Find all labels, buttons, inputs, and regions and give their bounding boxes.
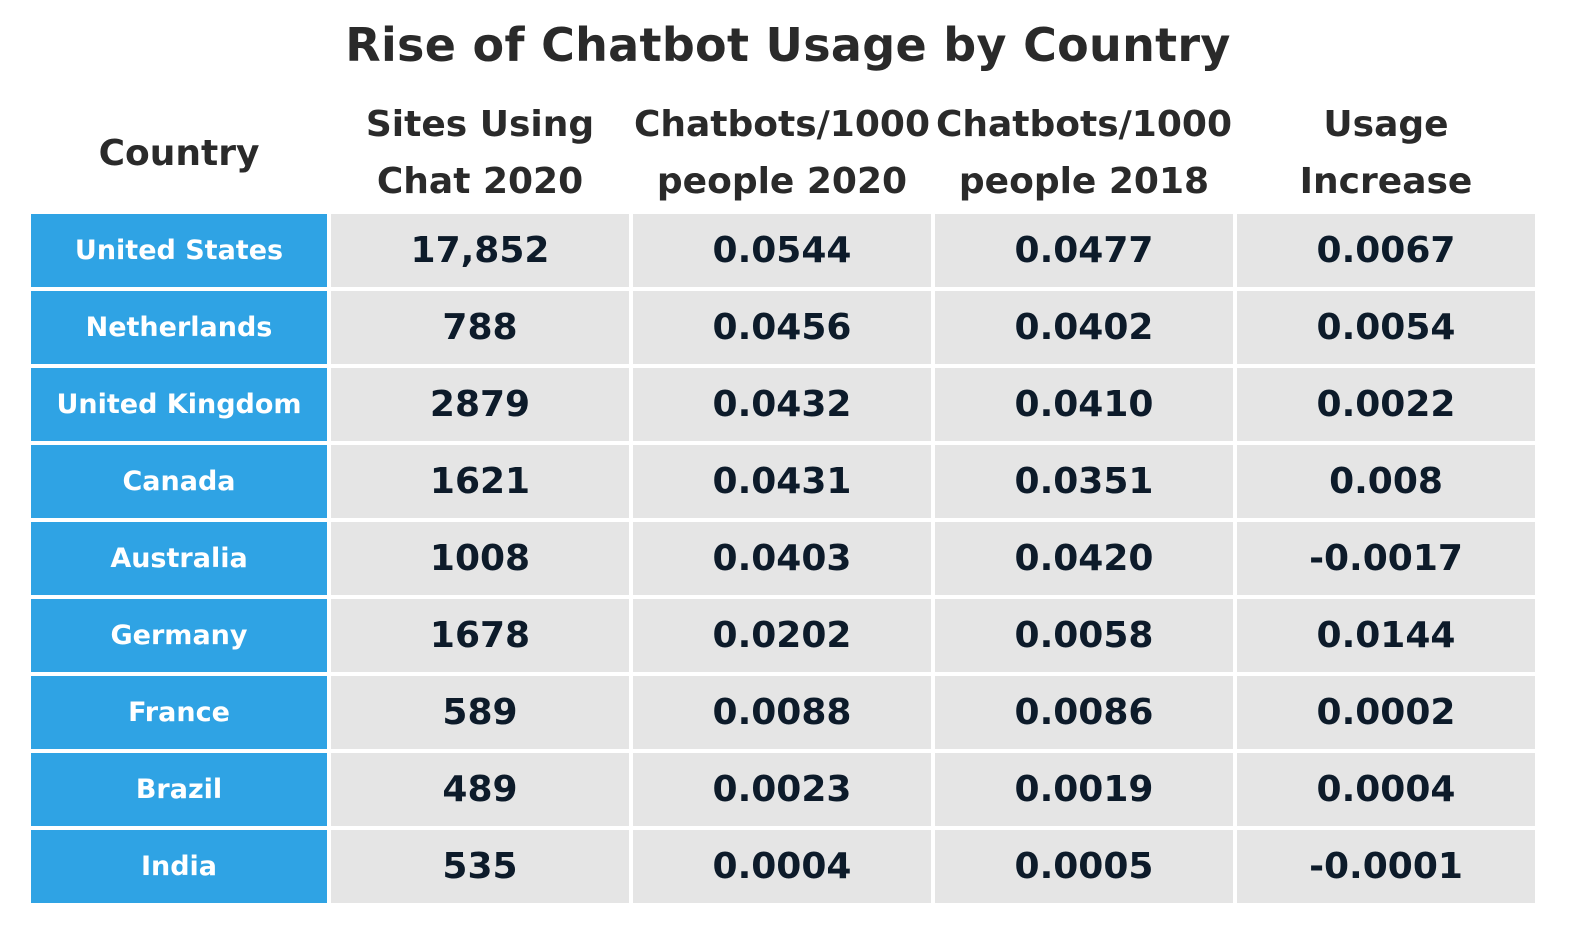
country-cell: Germany — [31, 599, 327, 672]
sites-using-chat-2020-cell: 2879 — [331, 368, 629, 441]
chatbots-per-1000-2018-cell: 0.0477 — [935, 214, 1233, 287]
chatbots-per-1000-2018-cell: 0.0019 — [935, 753, 1233, 826]
usage-increase-cell: 0.0067 — [1237, 214, 1535, 287]
chart-title: Rise of Chatbot Usage by Country — [345, 18, 1231, 72]
table-row: Canada 1621 0.0431 0.0351 0.008 — [31, 445, 1535, 518]
usage-increase-cell: 0.0054 — [1237, 291, 1535, 364]
column-header-country: Country — [98, 132, 260, 174]
column-header-chatbots-per-1000-2018: Chatbots/1000 people 2018 — [935, 104, 1233, 202]
sites-using-chat-2020-cell: 788 — [331, 291, 629, 364]
usage-increase-cell: 0.0022 — [1237, 368, 1535, 441]
sites-using-chat-2020-cell: 17,852 — [331, 214, 629, 287]
country-cell: India — [31, 830, 327, 903]
table-row: Brazil 489 0.0023 0.0019 0.0004 — [31, 753, 1535, 826]
chatbots-per-1000-2020-cell: 0.0431 — [633, 445, 931, 518]
table-row: India 535 0.0004 0.0005 -0.0001 — [31, 830, 1535, 903]
usage-increase-cell: -0.0001 — [1237, 830, 1535, 903]
country-cell: United Kingdom — [31, 368, 327, 441]
column-header-usage-increase: Usage Increase — [1299, 104, 1473, 202]
country-cell: United States — [31, 214, 327, 287]
sites-using-chat-2020-cell: 1621 — [331, 445, 629, 518]
table-row: Germany 1678 0.0202 0.0058 0.0144 — [31, 599, 1535, 672]
chatbots-per-1000-2020-cell: 0.0023 — [633, 753, 931, 826]
table-row: United Kingdom 2879 0.0432 0.0410 0.0022 — [31, 368, 1535, 441]
usage-increase-cell: 0.008 — [1237, 445, 1535, 518]
table-body: United States 17,852 0.0544 0.0477 0.0067 Net… — [31, 214, 1535, 903]
sites-using-chat-2020-cell: 489 — [331, 753, 629, 826]
country-cell: Canada — [31, 445, 327, 518]
usage-increase-cell: 0.0144 — [1237, 599, 1535, 672]
chatbots-per-1000-2020-cell: 0.0456 — [633, 291, 931, 364]
chatbots-per-1000-2018-cell: 0.0005 — [935, 830, 1233, 903]
chatbots-per-1000-2018-cell: 0.0058 — [935, 599, 1233, 672]
sites-using-chat-2020-cell: 1678 — [331, 599, 629, 672]
sites-using-chat-2020-cell: 535 — [331, 830, 629, 903]
table-row: Netherlands 788 0.0456 0.0402 0.0054 — [31, 291, 1535, 364]
sites-using-chat-2020-cell: 589 — [331, 676, 629, 749]
chatbots-per-1000-2018-cell: 0.0351 — [935, 445, 1233, 518]
chatbots-per-1000-2020-cell: 0.0403 — [633, 522, 931, 595]
chatbots-per-1000-2018-cell: 0.0086 — [935, 676, 1233, 749]
column-header-chatbots-per-1000-2020: Chatbots/1000 people 2020 — [633, 104, 931, 202]
column-header-sites-using-chat-2020: Sites Using Chat 2020 — [365, 104, 595, 202]
chatbots-per-1000-2018-cell: 0.0420 — [935, 522, 1233, 595]
table-row: Australia 1008 0.0403 0.0420 -0.0017 — [31, 522, 1535, 595]
usage-increase-cell: 0.0002 — [1237, 676, 1535, 749]
chatbots-per-1000-2018-cell: 0.0402 — [935, 291, 1233, 364]
chatbots-per-1000-2020-cell: 0.0202 — [633, 599, 931, 672]
usage-increase-cell: -0.0017 — [1237, 522, 1535, 595]
chatbots-per-1000-2020-cell: 0.0088 — [633, 676, 931, 749]
usage-increase-cell: 0.0004 — [1237, 753, 1535, 826]
country-cell: Netherlands — [31, 291, 327, 364]
chatbots-per-1000-2020-cell: 0.0004 — [633, 830, 931, 903]
country-cell: France — [31, 676, 327, 749]
table-row: United States 17,852 0.0544 0.0477 0.0067 — [31, 214, 1535, 287]
table-row: France 589 0.0088 0.0086 0.0002 — [31, 676, 1535, 749]
chatbots-per-1000-2018-cell: 0.0410 — [935, 368, 1233, 441]
sites-using-chat-2020-cell: 1008 — [331, 522, 629, 595]
country-cell: Brazil — [31, 753, 327, 826]
chatbot-usage-table: Country Sites Using Chat 2020 Chatbots/1… — [27, 92, 1539, 907]
chatbots-per-1000-2020-cell: 0.0544 — [633, 214, 931, 287]
country-cell: Australia — [31, 522, 327, 595]
header-row: Country Sites Using Chat 2020 Chatbots/1… — [31, 96, 1535, 210]
chatbots-per-1000-2020-cell: 0.0432 — [633, 368, 931, 441]
